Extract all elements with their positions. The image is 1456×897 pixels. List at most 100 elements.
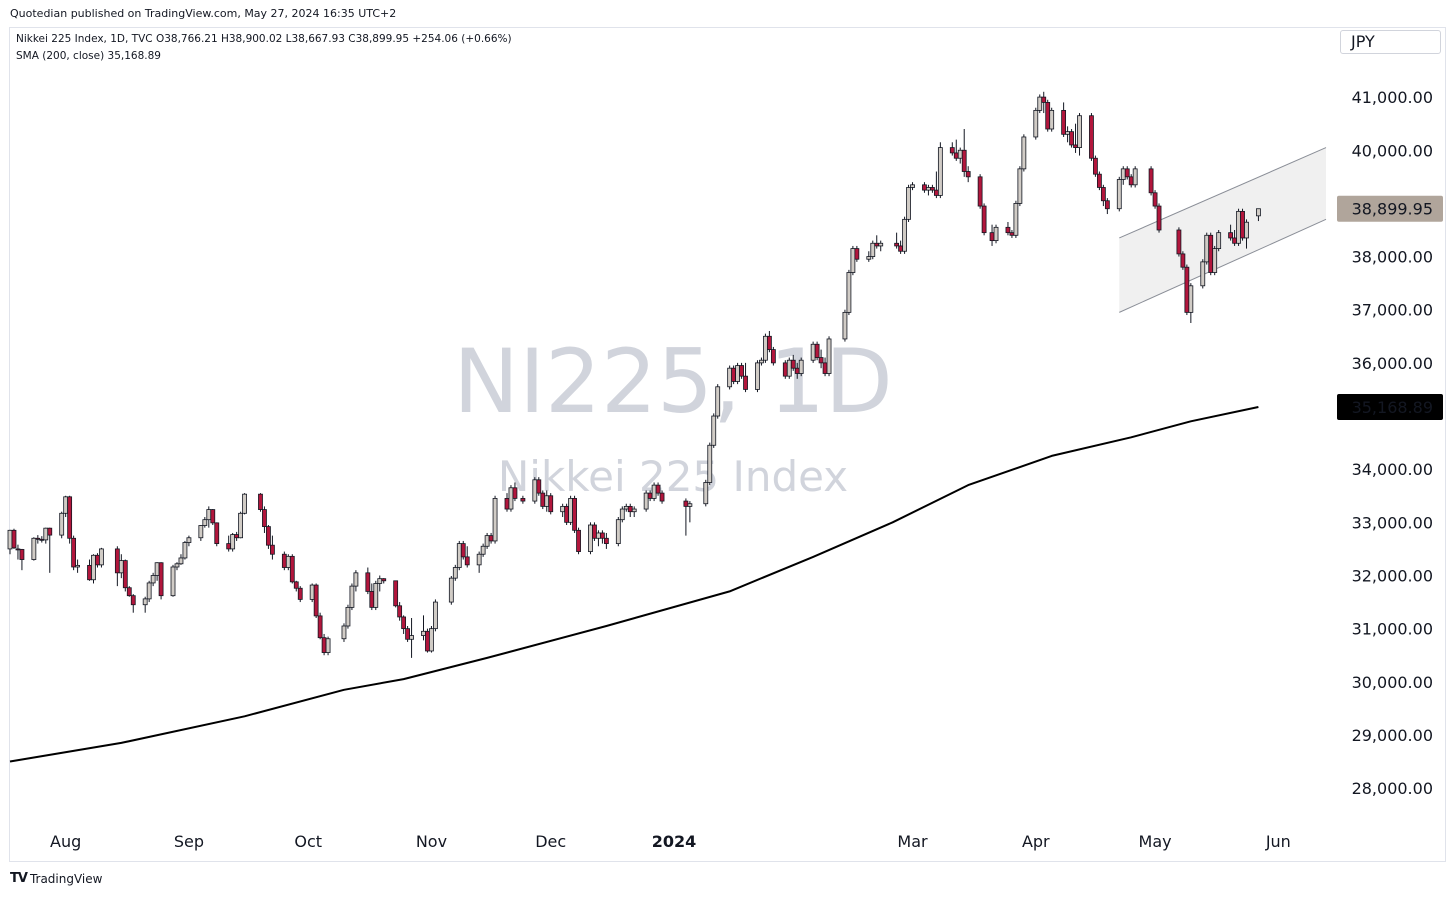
candle [99, 547, 104, 568]
candle-body [878, 242, 884, 247]
candle [210, 509, 216, 525]
candle [270, 535, 275, 560]
candle [1176, 227, 1182, 257]
candle-body [214, 522, 220, 544]
candle [230, 532, 236, 552]
candle-body [353, 572, 359, 587]
candle-body [560, 505, 566, 513]
candle [142, 596, 148, 613]
candle-body [743, 375, 748, 390]
candle-body [798, 359, 804, 374]
candle-body [464, 556, 470, 566]
legend-sma: SMA (200, close) 35,168.89 [16, 50, 161, 62]
time-tick-label: Sep [174, 832, 204, 851]
candle-body [202, 519, 208, 526]
channel-lower-line[interactable] [1119, 218, 1327, 313]
candle [786, 357, 792, 379]
candle-body [1204, 234, 1210, 263]
candle [258, 493, 263, 512]
candle [878, 240, 884, 252]
candle-body [43, 527, 49, 541]
candle-body [1049, 109, 1055, 130]
candle [1148, 166, 1154, 196]
candle [572, 495, 577, 533]
currency-button[interactable]: JPY [1340, 30, 1441, 54]
candle-body [1188, 285, 1194, 313]
candle [655, 482, 661, 496]
candle [1188, 283, 1194, 324]
candle [71, 535, 77, 571]
candle-body [325, 638, 331, 653]
candle [1228, 224, 1234, 241]
candle-body [91, 554, 96, 581]
candle [484, 532, 490, 549]
candle [603, 532, 609, 549]
candle-body [1077, 115, 1082, 148]
candle [1009, 229, 1015, 238]
candle-body [480, 545, 486, 555]
candle-body [707, 444, 713, 483]
price-channel[interactable] [1119, 147, 1327, 313]
candle [790, 354, 796, 371]
candle-body [659, 492, 665, 502]
candle [659, 490, 665, 504]
candle-body [75, 564, 80, 568]
candle-body [1200, 261, 1206, 287]
candle-body [341, 625, 347, 640]
footer-brand: TV TradingView [10, 871, 102, 886]
candle [770, 346, 776, 366]
price-tick-label: 41,000.00 [1352, 88, 1433, 107]
candle-body [285, 555, 291, 568]
candle-body [953, 152, 959, 159]
candle-body [596, 532, 601, 539]
candle [930, 184, 935, 193]
candle [588, 522, 593, 555]
channel-upper-line[interactable] [1119, 147, 1327, 239]
candle [226, 535, 232, 552]
candle [643, 490, 649, 512]
candle-body [592, 524, 597, 539]
candle [198, 524, 204, 541]
candle-body [826, 338, 832, 374]
candle [381, 578, 387, 584]
candle-body [1228, 232, 1234, 239]
last-price-label: 38,899.95 [1337, 195, 1443, 222]
candle [560, 503, 566, 518]
candle-body [731, 367, 737, 382]
candle-body [421, 630, 426, 636]
candle [158, 562, 164, 600]
candle [43, 527, 49, 544]
candle-body [1128, 176, 1134, 186]
candle [130, 594, 136, 613]
candle-body [763, 335, 768, 361]
candle [452, 564, 458, 581]
candle-body [242, 493, 247, 514]
candle [1212, 245, 1218, 276]
candle-body [429, 628, 434, 652]
candle-body [1013, 203, 1019, 236]
time-axis[interactable]: Aug Sep Oct Nov Dec 2024 Mar Apr May Jun [50, 832, 1291, 851]
candle-body [786, 359, 792, 377]
candle-body [794, 367, 800, 374]
price-tick-label: 33,000.00 [1352, 513, 1433, 532]
candle-body [317, 615, 323, 639]
candle [47, 527, 53, 573]
candle-body [643, 492, 649, 510]
price-tick-label: 32,000.00 [1352, 566, 1433, 585]
candle [1240, 208, 1245, 241]
candle [456, 540, 462, 571]
candle [933, 171, 939, 199]
candle-body [735, 365, 740, 382]
candle-body [87, 564, 92, 581]
candle [1204, 232, 1210, 265]
candle [369, 583, 375, 611]
candle-body [615, 519, 621, 544]
candle-body [397, 605, 403, 618]
candle-body [15, 548, 21, 551]
candle [600, 530, 605, 544]
candle [898, 240, 904, 254]
candle-body [930, 187, 935, 191]
candle [262, 506, 267, 533]
candle-body [1033, 109, 1039, 138]
